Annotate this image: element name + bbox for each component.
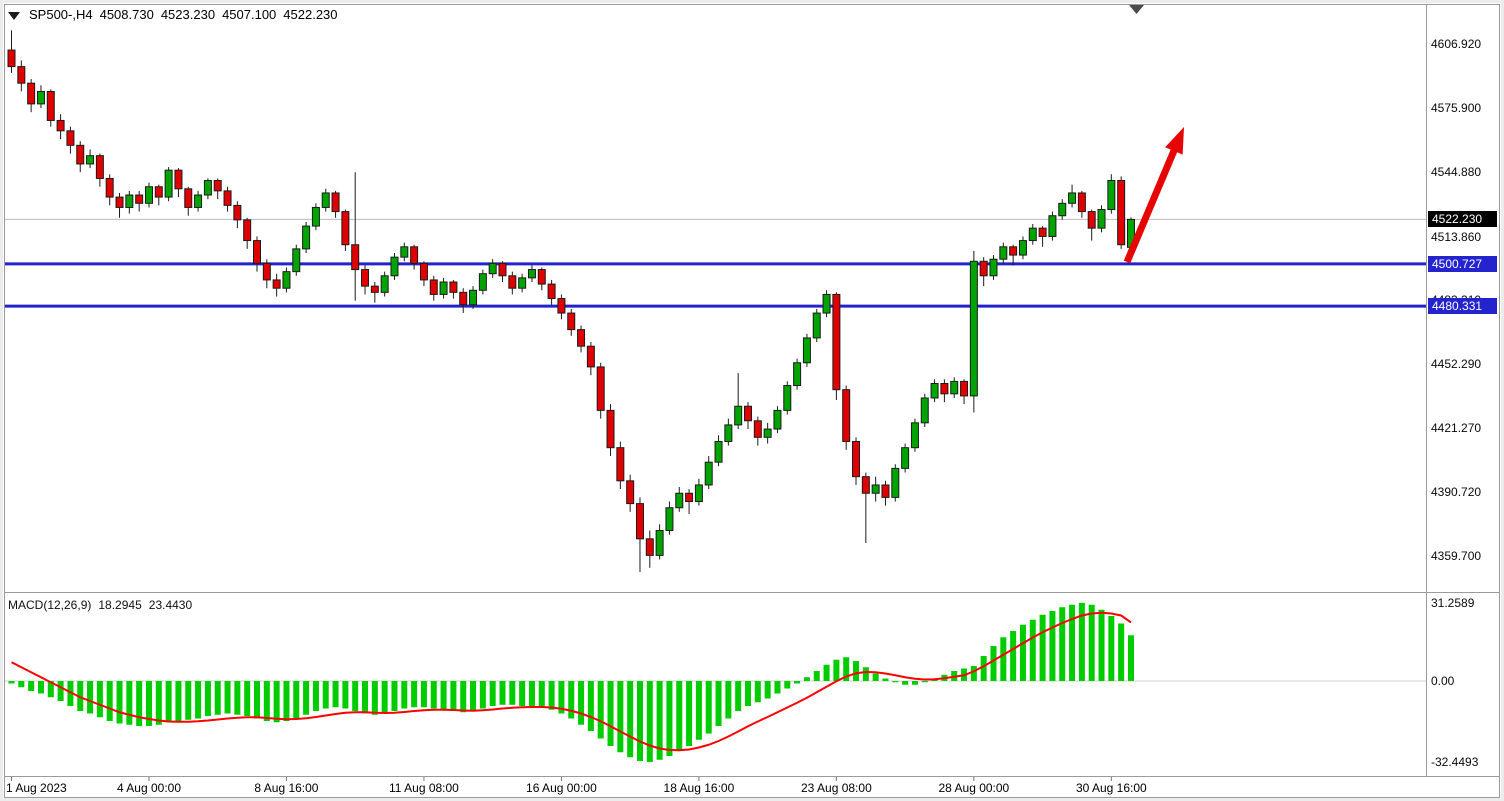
resistance-level-badge: 4500.727 (1428, 255, 1497, 272)
price-tick-label: 4544.880 (1431, 165, 1482, 180)
macd-signal-value: 23.4430 (148, 598, 193, 612)
support-level-badge-label: 4480.331 (1432, 299, 1483, 314)
time-tick-label: 4 Aug 00:00 (116, 781, 181, 795)
ohlc-low-value: 4507.100 (222, 7, 277, 22)
symbol-period-label: SP500-,H4 (29, 7, 93, 22)
symbol-info-bar: SP500-,H4 4508.730 4523.230 4507.100 4522.23… (8, 7, 338, 22)
macd-main-value: 18.2945 (98, 598, 142, 612)
time-tick-label: 23 Aug 08:00 (801, 781, 872, 795)
macd-indicator-label: MACD(12,26,9) 18.2945 23.4430 (8, 598, 192, 612)
ohlc-open-value: 4508.730 (99, 7, 154, 22)
trend-arrow-annotation[interactable] (1123, 127, 1184, 264)
price-tick-label: 4575.900 (1431, 101, 1482, 116)
price-tick-label: 4606.920 (1431, 37, 1482, 51)
one-click-trading-toggle-icon[interactable] (8, 11, 20, 20)
macd-signal-line (11, 611, 1132, 752)
price-reference-lines[interactable] (4, 218, 1426, 308)
price-tick-label: 4513.860 (1431, 229, 1482, 244)
price-tick-label: 4421.270 (1431, 421, 1482, 436)
time-tick-label: 16 Aug 00:00 (526, 781, 597, 795)
support-level-badge: 4480.331 (1428, 298, 1497, 315)
time-tick-label: 8 Aug 16:00 (254, 781, 319, 795)
macd-name-label: MACD(12,26,9) (8, 598, 92, 612)
macd-histogram (8, 602, 1134, 762)
time-tick-label: 11 Aug 08:00 (389, 781, 459, 795)
price-tick-label: 4359.700 (1431, 548, 1482, 563)
time-tick-label: 30 Aug 16:00 (1075, 781, 1147, 795)
current-price-badge-label: 4522.230 (1432, 212, 1483, 227)
current-price-badge: 4522.230 (1428, 211, 1497, 228)
time-tick-label: 28 Aug 00:00 (938, 781, 1010, 795)
candlestick-series[interactable] (7, 30, 1135, 572)
macd-axis-zero-label: 0.00 (1431, 674, 1455, 688)
macd-axis-min-label: -32.4493 (1431, 755, 1479, 770)
ohlc-high-value: 4523.230 (160, 7, 216, 22)
time-tick-label: 1 Aug 2023 (6, 781, 67, 795)
time-tick-label: 18 Aug 16:00 (663, 781, 735, 795)
price-tick-label: 4452.290 (1431, 357, 1482, 372)
price-tick-label: 4390.720 (1431, 484, 1482, 499)
chart-frame (4, 4, 1500, 798)
chart-shift-marker-icon[interactable] (1129, 5, 1144, 14)
ohlc-close-value: 4522.230 (283, 7, 338, 22)
resistance-level-badge-label: 4500.727 (1432, 256, 1483, 271)
macd-axis-max-label: 31.2589 (1431, 595, 1475, 610)
